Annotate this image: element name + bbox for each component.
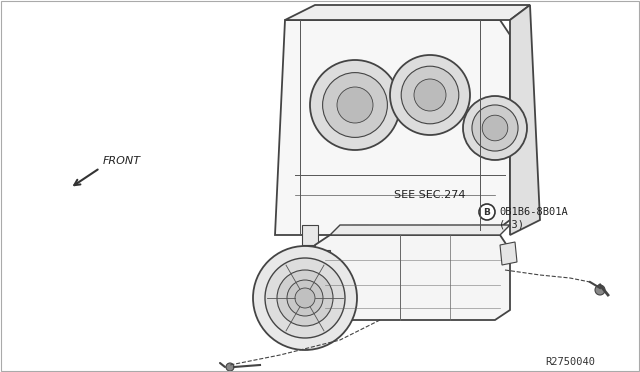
Circle shape [295,288,315,308]
Circle shape [414,79,446,111]
Polygon shape [510,5,540,235]
Polygon shape [352,225,368,245]
Polygon shape [472,225,488,245]
Polygon shape [330,225,510,235]
Text: R2750040: R2750040 [545,357,595,367]
Text: B: B [484,208,490,217]
Circle shape [482,115,508,141]
Circle shape [323,73,387,137]
Circle shape [310,60,400,150]
Polygon shape [285,5,530,20]
Circle shape [226,363,234,371]
Polygon shape [422,225,438,245]
Text: ( 3): ( 3) [499,219,524,229]
Circle shape [479,204,495,220]
Circle shape [265,258,345,338]
Polygon shape [315,250,330,270]
Circle shape [277,270,333,326]
Circle shape [390,55,470,135]
Text: SEE SEC.274: SEE SEC.274 [394,190,466,200]
Circle shape [463,96,527,160]
Polygon shape [275,20,510,235]
Polygon shape [315,235,510,320]
Circle shape [337,87,373,123]
Circle shape [472,105,518,151]
Circle shape [253,246,357,350]
Text: FRONT: FRONT [103,156,141,166]
Circle shape [401,66,459,124]
Circle shape [595,285,605,295]
Text: 0B1B6-8B01A: 0B1B6-8B01A [499,207,568,217]
Polygon shape [500,242,517,265]
Polygon shape [302,225,318,245]
Circle shape [287,280,323,316]
